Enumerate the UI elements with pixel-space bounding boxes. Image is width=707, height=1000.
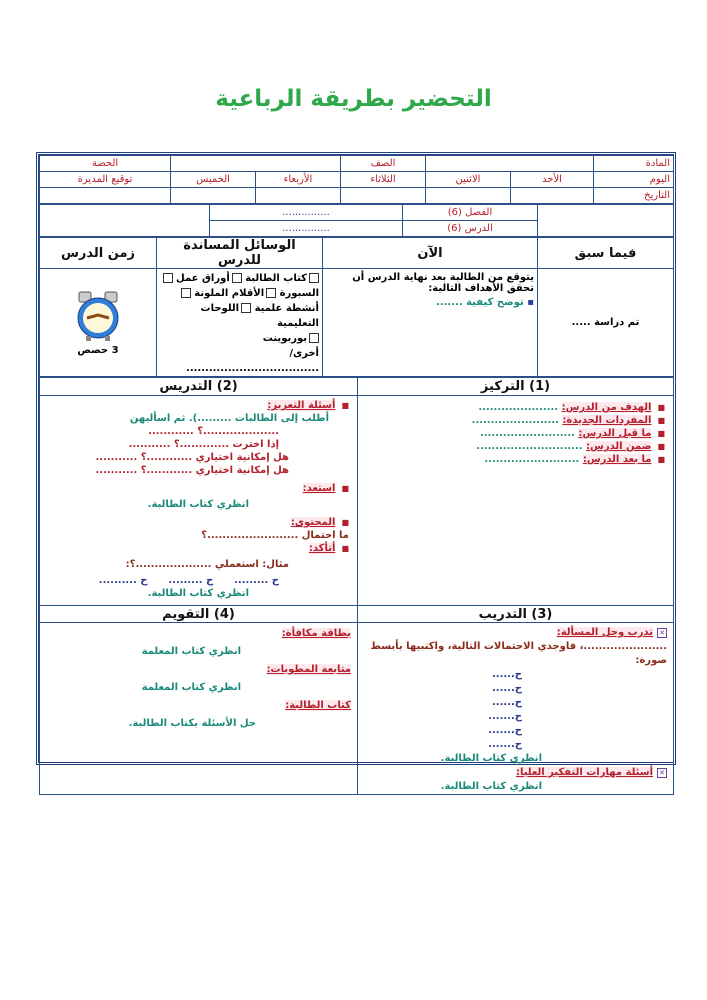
class-value[interactable] <box>170 155 341 172</box>
day-monday: الاثنين <box>425 171 511 188</box>
date-cell[interactable] <box>340 187 426 204</box>
checkbox-icon: ✕ <box>657 628 667 638</box>
date-cell[interactable] <box>255 187 341 204</box>
teaching-section: ■أسئلة التعزيز: أطلب إلى الطالبات ......… <box>39 395 358 606</box>
checkbox[interactable] <box>162 273 173 283</box>
lesson-label: الدرس (6) <box>402 220 538 237</box>
intro-table: فيما سبق الآن الوسائل المساندة للدرس زمن… <box>39 237 674 377</box>
previously-title: فيما سبق <box>537 237 674 269</box>
class-label: الصف <box>340 155 426 172</box>
checkbox[interactable] <box>241 303 252 313</box>
time-title: زمن الدرس <box>39 237 157 269</box>
period-label: الحصة <box>39 155 171 172</box>
signature-cell[interactable] <box>39 187 171 204</box>
day-sunday: الأحد <box>510 171 594 188</box>
principal-signature-label: توقيع المديرة <box>39 171 171 188</box>
focus-teaching-table: (1) التركيز (2) التدريس ■الهدف من الدرس:… <box>39 377 674 795</box>
teaching-title: (2) التدريس <box>39 377 358 396</box>
blank-cell <box>537 204 674 237</box>
chapter-label: الفصل (6) <box>402 204 538 221</box>
focus-section: ■الهدف من الدرس: ..................... ■… <box>357 395 674 606</box>
assessment-title: (4) التقويم <box>39 605 358 623</box>
previously-text: تم دراسة ..... <box>537 268 674 377</box>
page-title: التحضير بطريقة الرباعية <box>215 86 492 112</box>
blank-cell <box>39 204 210 237</box>
now-title: الآن <box>322 237 538 269</box>
checkbox[interactable] <box>180 288 191 298</box>
checkbox-icon: ✕ <box>657 768 667 778</box>
practice-section: ✕تدرب وحل المسألة: .....................… <box>357 622 674 795</box>
day-thursday: الخميس <box>170 171 256 188</box>
checkbox[interactable] <box>266 288 277 298</box>
lesson-value[interactable]: ............... <box>209 220 403 237</box>
aids-list: كتاب الطالبة أوراق عمل السبورة الأقلام ا… <box>156 268 323 377</box>
chapter-value[interactable]: ............... <box>209 204 403 221</box>
alarm-clock-icon <box>77 291 119 341</box>
subject-value[interactable] <box>425 155 594 172</box>
focus-title: (1) التركيز <box>357 377 674 396</box>
date-cell[interactable] <box>170 187 256 204</box>
checkbox[interactable] <box>309 273 319 283</box>
day-tuesday: الثلاثاء <box>340 171 426 188</box>
date-cell[interactable] <box>425 187 511 204</box>
time-value: 3 حصص <box>77 344 119 356</box>
practice-title: (3) التدريب <box>357 605 674 623</box>
aids-title: الوسائل المساندة للدرس <box>156 237 323 269</box>
date-cell[interactable] <box>510 187 594 204</box>
header-table: المادة الصف الحصة اليوم الأحد الاثنين ال… <box>39 155 674 204</box>
lesson-info-table: الفصل (6) ............... الدرس (6) ....… <box>39 204 674 237</box>
day-label: اليوم <box>593 171 674 188</box>
day-wednesday: الأربعاء <box>255 171 341 188</box>
now-goal: توضح كيفية ....... <box>436 297 524 308</box>
checkbox[interactable] <box>231 273 242 283</box>
date-label: التاريخ <box>593 187 674 204</box>
subject-label: المادة <box>593 155 674 172</box>
aids-other[interactable]: أخرى/ ..................................… <box>186 348 319 374</box>
now-text: يتوقع من الطالبة بعد نهاية الدرس أن تحقق… <box>352 272 534 294</box>
checkbox[interactable] <box>309 333 319 343</box>
lesson-plan-table: المادة الصف الحصة اليوم الأحد الاثنين ال… <box>36 152 676 795</box>
assessment-section: بطاقة مكافأة: انظري كتاب المعلمة متابعة … <box>39 622 358 795</box>
